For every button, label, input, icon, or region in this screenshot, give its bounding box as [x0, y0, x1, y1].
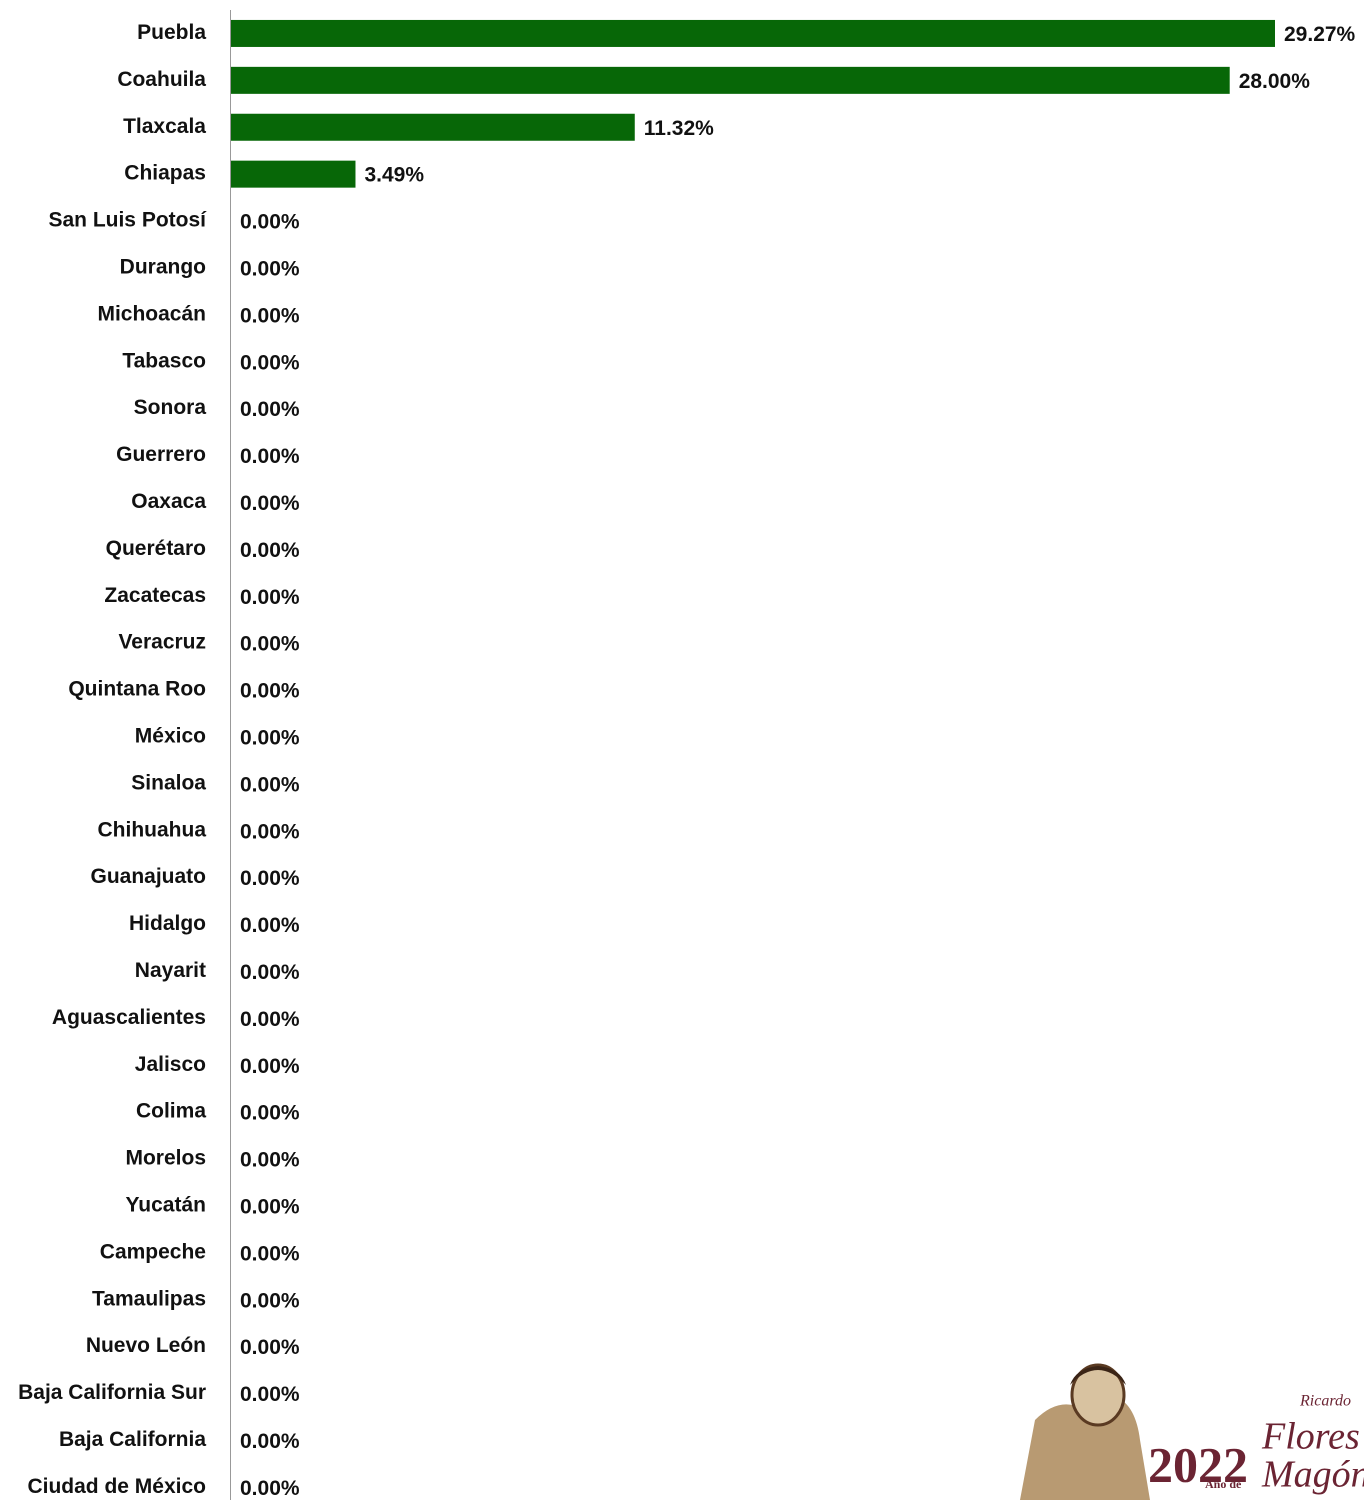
value-label: 0.00%	[240, 820, 300, 843]
bar	[231, 113, 635, 141]
category-label: Zacatecas	[104, 584, 206, 607]
logo-surname2: Magón	[1261, 1454, 1364, 1496]
value-label: 0.00%	[240, 257, 300, 280]
value-label: 0.00%	[240, 1149, 300, 1172]
category-label: Quintana Roo	[68, 678, 206, 701]
category-label: Tabasco	[122, 349, 206, 372]
value-label: 0.00%	[240, 586, 300, 609]
value-label: 0.00%	[240, 961, 300, 984]
value-label: 0.00%	[240, 867, 300, 890]
category-label: San Luis Potosí	[48, 209, 207, 232]
category-label: Coahuila	[117, 68, 206, 91]
bar	[231, 160, 356, 188]
category-label: Guerrero	[116, 443, 206, 466]
value-label: 0.00%	[240, 1055, 300, 1078]
value-label: 0.00%	[240, 726, 300, 749]
category-label: Yucatán	[125, 1193, 206, 1216]
logo-hair	[1070, 1366, 1126, 1385]
category-label: Baja California Sur	[18, 1381, 206, 1404]
value-label: 28.00%	[1239, 70, 1311, 93]
logo-head	[1070, 1363, 1126, 1427]
category-label: Nayarit	[135, 959, 206, 982]
value-label: 0.00%	[240, 445, 300, 468]
value-label: 0.00%	[240, 351, 300, 374]
logo-figure	[1020, 1395, 1150, 1500]
category-label: Chiapas	[124, 162, 206, 185]
category-label: Sonora	[134, 396, 207, 419]
category-label: Baja California	[59, 1428, 206, 1451]
category-label: Jalisco	[135, 1053, 206, 1076]
category-label: México	[135, 724, 206, 747]
category-label: Colima	[136, 1100, 206, 1123]
category-label: Sinaloa	[131, 771, 206, 794]
value-label: 0.00%	[240, 633, 300, 656]
category-label: Aguascalientes	[52, 1006, 206, 1029]
category-label: Hidalgo	[129, 912, 206, 935]
value-label: 0.00%	[240, 1102, 300, 1125]
value-label: 0.00%	[240, 1242, 300, 1265]
logo-surname1: Flores	[1261, 1416, 1360, 1458]
logo-prefix: Año de	[1205, 1477, 1242, 1491]
category-label: Nuevo León	[86, 1334, 206, 1357]
logo-year: 2022	[1148, 1436, 1248, 1492]
category-label: Veracruz	[118, 631, 206, 654]
value-label: 0.00%	[240, 1383, 300, 1406]
bar	[231, 19, 1275, 47]
value-label: 0.00%	[240, 211, 300, 234]
value-label: 0.00%	[240, 1336, 300, 1359]
category-label: Chihuahua	[98, 818, 207, 841]
value-label: 0.00%	[240, 914, 300, 937]
logo: 2022 Año de Ricardo Flores Magón	[1020, 1363, 1364, 1500]
logo-first-name: Ricardo	[1299, 1393, 1351, 1410]
category-label: Ciudad de México	[27, 1475, 206, 1498]
value-label: 3.49%	[364, 164, 424, 187]
category-label: Tamaulipas	[92, 1287, 206, 1310]
category-label: Querétaro	[106, 537, 206, 560]
value-label: 29.27%	[1284, 23, 1356, 46]
value-label: 0.00%	[240, 398, 300, 421]
value-label: 0.00%	[240, 1195, 300, 1218]
category-label: Guanajuato	[90, 865, 206, 888]
value-label: 0.00%	[240, 773, 300, 796]
category-label: Puebla	[137, 21, 206, 44]
category-label: Michoacán	[97, 302, 206, 325]
value-label: 0.00%	[240, 304, 300, 327]
value-label: 0.00%	[240, 680, 300, 703]
value-label: 0.00%	[240, 492, 300, 515]
value-label: 11.32%	[644, 117, 714, 140]
value-label: 0.00%	[240, 539, 300, 562]
category-label: Tlaxcala	[123, 115, 206, 138]
category-label: Durango	[120, 255, 206, 278]
value-label: 0.00%	[240, 1477, 300, 1500]
value-label: 0.00%	[240, 1008, 300, 1031]
value-label: 0.00%	[240, 1430, 300, 1453]
bar	[231, 66, 1230, 94]
category-label: Campeche	[100, 1240, 206, 1263]
category-label: Morelos	[125, 1147, 206, 1170]
value-label: 0.00%	[240, 1289, 300, 1312]
category-label: Oaxaca	[131, 490, 206, 513]
